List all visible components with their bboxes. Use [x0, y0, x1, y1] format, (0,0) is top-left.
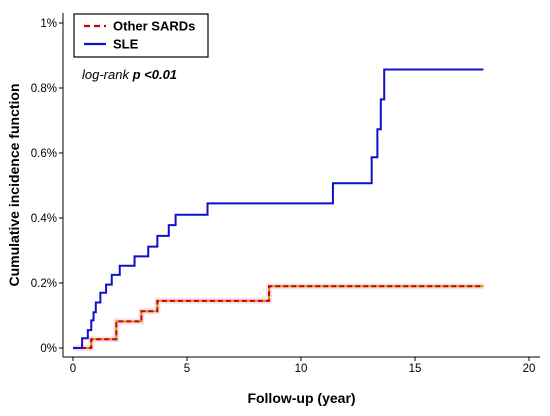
x-axis-title: Follow-up (year)	[247, 390, 355, 406]
y-tick-label: 0%	[40, 343, 57, 355]
annotation-p-value: p <0.01	[132, 67, 177, 82]
annotation-prefix: log-rank	[82, 67, 133, 82]
x-tick-label: 15	[409, 363, 422, 375]
series-line-other-sards	[73, 285, 484, 349]
legend: Other SARDs SLE	[73, 13, 209, 58]
plot-area	[73, 68, 484, 351]
series-underline-0	[73, 285, 484, 349]
y-tick-label: 1%	[40, 18, 57, 30]
legend-label-other-sards: Other SARDs	[113, 19, 195, 34]
x-tick-label: 20	[523, 363, 536, 375]
series-line-sle	[73, 68, 484, 349]
x-tick-label: 0	[70, 363, 76, 375]
x-tick-label: 5	[184, 363, 190, 375]
y-tick-label: 0.6%	[31, 148, 57, 160]
y-tick-label: 0.4%	[31, 213, 57, 225]
y-axis-title: Cumulative incidence function	[6, 83, 22, 286]
series-band-other-sards	[73, 283, 484, 351]
legend-label-sle: SLE	[113, 37, 139, 52]
log-rank-annotation: log-rank p <0.01	[82, 67, 177, 82]
x-tick-label: 10	[295, 363, 308, 375]
legend-box	[73, 13, 209, 58]
y-tick-label: 0.2%	[31, 278, 57, 290]
y-tick-label: 0.8%	[31, 83, 57, 95]
axes: 0 5 10 15 20 0% 0.2% 0.4% 0.6% 0.8% 1%	[31, 13, 540, 375]
